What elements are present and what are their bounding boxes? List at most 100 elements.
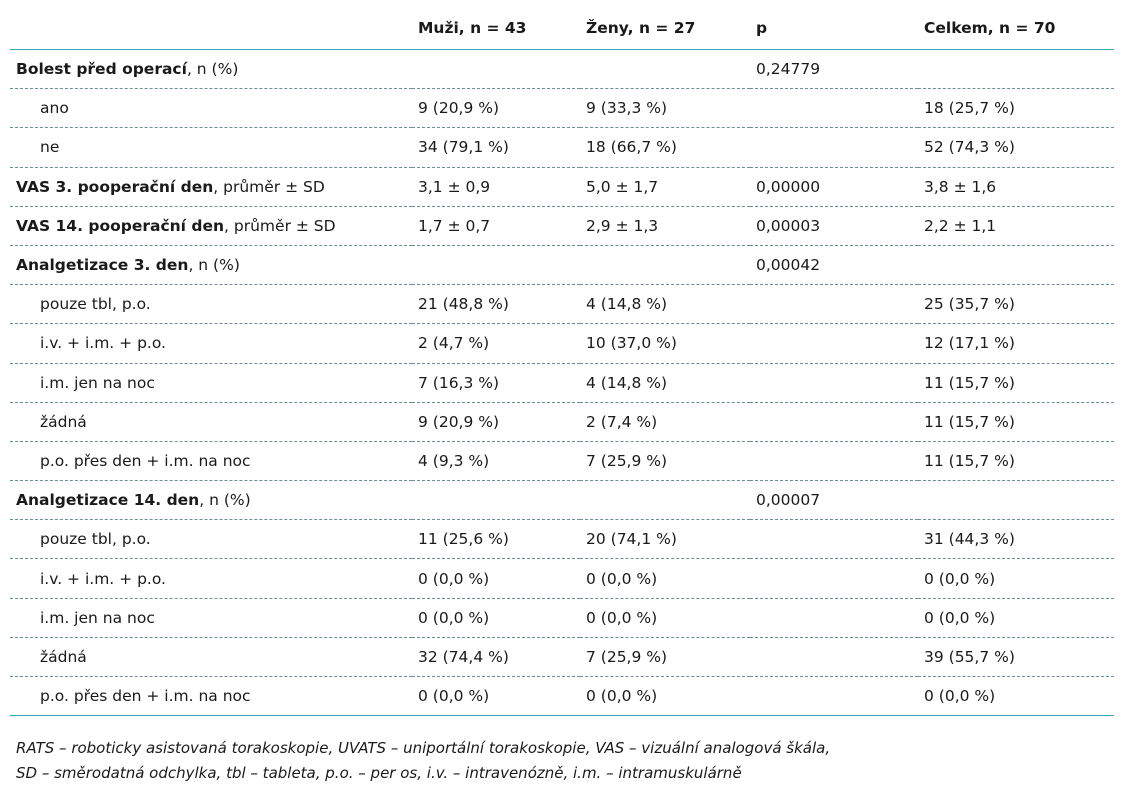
cell-muzi: 0 (0,0 %) xyxy=(412,598,580,638)
row-label-bold: VAS 14. pooperační den xyxy=(16,216,225,235)
cell-muzi xyxy=(412,245,580,286)
row-label-text: , n (%) xyxy=(199,491,251,510)
cell-muzi: 11 (25,6 %) xyxy=(412,519,580,560)
row-label-text: ano xyxy=(40,99,69,118)
cell-p-value: 0,00000 xyxy=(750,167,918,207)
cell-muzi: 3,1 ± 0,9 xyxy=(412,167,580,207)
cell-muzi: 1,7 ± 0,7 xyxy=(412,206,580,246)
cell-p-value xyxy=(750,284,918,325)
cell-zeny: 4 (14,8 %) xyxy=(580,284,750,325)
row-label-text: pouze tbl, p.o. xyxy=(40,530,151,549)
cell-zeny: 7 (25,9 %) xyxy=(580,637,750,678)
cell-muzi: 4 (9,3 %) xyxy=(412,441,580,482)
row-label: žádná xyxy=(10,402,412,442)
cell-celkem: 25 (35,7 %) xyxy=(918,284,1114,325)
results-table: Muži, n = 43 Ženy, n = 27 p Celkem, n = … xyxy=(10,7,1114,717)
row-label: Analgetizace 14. den, n (%) xyxy=(10,480,412,521)
row-label: žádná xyxy=(10,637,412,678)
cell-celkem xyxy=(918,49,1114,90)
table-row: pouze tbl, p.o. 11 (25,6 %) 20 (74,1 %) 31 … xyxy=(10,519,1114,560)
cell-zeny: 0 (0,0 %) xyxy=(580,598,750,638)
table-row: i.v. + i.m. + p.o. 0 (0,0 %) 0 (0,0 %) 0 (0… xyxy=(10,558,1114,599)
cell-zeny: 0 (0,0 %) xyxy=(580,676,750,717)
cell-p-value xyxy=(750,637,918,678)
table-row: ne 34 (79,1 %) 18 (66,7 %) 52 (74,3 %) xyxy=(10,127,1114,168)
cell-zeny: 5,0 ± 1,7 xyxy=(580,167,750,207)
cell-zeny xyxy=(580,49,750,90)
cell-zeny: 4 (14,8 %) xyxy=(580,363,750,403)
cell-celkem: 11 (15,7 %) xyxy=(918,402,1114,442)
row-label: VAS 3. pooperační den, průměr ± SD xyxy=(10,167,412,207)
cell-muzi: 9 (20,9 %) xyxy=(412,402,580,442)
table-body: Bolest před operací, n (%) 0,24779 ano 9 (2… xyxy=(10,49,1114,717)
table-row: VAS 3. pooperační den, průměr ± SD 3,1 ± … xyxy=(10,167,1114,207)
row-label: p.o. přes den + i.m. na noc xyxy=(10,441,412,482)
row-label-text: i.v. + i.m. + p.o. xyxy=(40,569,166,588)
cell-p-value: 0,00007 xyxy=(750,480,918,521)
table-row: p.o. přes den + i.m. na noc 4 (9,3 %) 7 (2… xyxy=(10,441,1114,482)
row-label-text: , n (%) xyxy=(186,60,239,79)
row-label: pouze tbl, p.o. xyxy=(10,284,412,325)
cell-p-value xyxy=(750,519,918,560)
row-label-text: ne xyxy=(40,138,60,157)
cell-p-value xyxy=(750,402,918,442)
row-label-text: , průměr ± SD xyxy=(224,216,336,235)
cell-muzi: 21 (48,8 %) xyxy=(412,284,580,325)
cell-zeny: 2 (7,4 %) xyxy=(580,402,750,442)
header-muzi: Muži, n = 43 xyxy=(412,7,580,50)
cell-celkem: 2,2 ± 1,1 xyxy=(918,206,1114,246)
cell-celkem: 39 (55,7 %) xyxy=(918,637,1114,678)
cell-muzi: 7 (16,3 %) xyxy=(412,363,580,403)
cell-zeny: 9 (33,3 %) xyxy=(580,88,750,129)
cell-zeny: 10 (37,0 %) xyxy=(580,323,750,364)
row-label: ne xyxy=(10,127,412,168)
header-p-value: p xyxy=(750,7,918,50)
row-label: Analgetizace 3. den, n (%) xyxy=(10,245,412,286)
table-row: žádná 32 (74,4 %) 7 (25,9 %) 39 (55,7 %) xyxy=(10,637,1114,678)
cell-muzi: 34 (79,1 %) xyxy=(412,127,580,168)
row-label: i.m. jen na noc xyxy=(10,363,412,403)
row-label: i.v. + i.m. + p.o. xyxy=(10,558,412,599)
table-row: Bolest před operací, n (%) 0,24779 xyxy=(10,49,1114,90)
row-label-bold: VAS 3. pooperační den xyxy=(16,177,214,196)
cell-celkem: 52 (74,3 %) xyxy=(918,127,1114,168)
cell-celkem: 3,8 ± 1,6 xyxy=(918,167,1114,207)
cell-celkem xyxy=(918,480,1114,521)
cell-p-value xyxy=(750,441,918,482)
row-label-text: , průměr ± SD xyxy=(213,177,325,196)
table-row: i.m. jen na noc 0 (0,0 %) 0 (0,0 %) 0 (0,0 … xyxy=(10,598,1114,638)
table-row: ano 9 (20,9 %) 9 (33,3 %) 18 (25,7 %) xyxy=(10,88,1114,129)
header-label-column xyxy=(10,7,412,50)
cell-celkem: 11 (15,7 %) xyxy=(918,363,1114,403)
row-label-text: žádná xyxy=(40,647,87,666)
row-label-text: p.o. přes den + i.m. na noc xyxy=(40,687,251,706)
cell-muzi xyxy=(412,480,580,521)
cell-muzi: 32 (74,4 %) xyxy=(412,637,580,678)
footnote-line-1: RATS – roboticky asistovaná torakoskopie… xyxy=(16,739,831,757)
table-row: p.o. přes den + i.m. na noc 0 (0,0 %) 0 (0… xyxy=(10,676,1114,717)
row-label-text: i.v. + i.m. + p.o. xyxy=(40,334,166,353)
cell-zeny: 7 (25,9 %) xyxy=(580,441,750,482)
cell-celkem: 11 (15,7 %) xyxy=(918,441,1114,482)
row-label: p.o. přes den + i.m. na noc xyxy=(10,676,412,717)
cell-p-value xyxy=(750,88,918,129)
cell-muzi: 0 (0,0 %) xyxy=(412,558,580,599)
cell-p-value xyxy=(750,363,918,403)
table-row: žádná 9 (20,9 %) 2 (7,4 %) 11 (15,7 %) xyxy=(10,402,1114,442)
cell-muzi: 2 (4,7 %) xyxy=(412,323,580,364)
cell-zeny: 20 (74,1 %) xyxy=(580,519,750,560)
row-label: pouze tbl, p.o. xyxy=(10,519,412,560)
row-label-text: i.m. jen na noc xyxy=(40,608,155,627)
cell-p-value: 0,00042 xyxy=(750,245,918,286)
row-label-bold: Bolest před operací xyxy=(16,60,187,79)
cell-p-value: 0,24779 xyxy=(750,49,918,90)
table-footnote: RATS – roboticky asistovaná torakoskopie… xyxy=(16,736,1116,786)
row-label-text: žádná xyxy=(40,412,87,431)
row-label: VAS 14. pooperační den, průměr ± SD xyxy=(10,206,412,246)
cell-zeny: 18 (66,7 %) xyxy=(580,127,750,168)
cell-p-value: 0,00003 xyxy=(750,206,918,246)
cell-zeny xyxy=(580,245,750,286)
cell-muzi: 0 (0,0 %) xyxy=(412,676,580,717)
cell-celkem: 31 (44,3 %) xyxy=(918,519,1114,560)
